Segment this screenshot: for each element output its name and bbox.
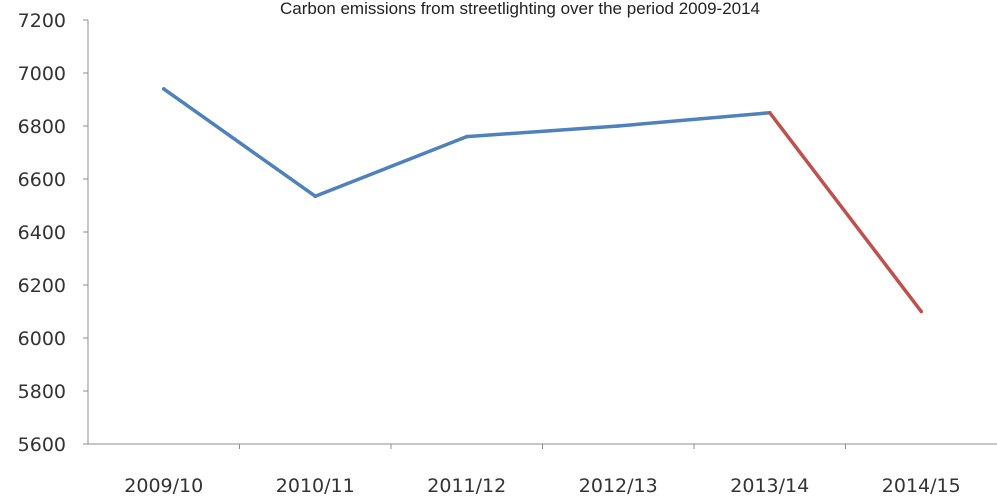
y-tick-label: 5800 bbox=[18, 381, 66, 403]
x-tick-label: 2009/10 bbox=[124, 475, 203, 497]
y-tick-label: 6400 bbox=[18, 222, 66, 244]
x-tick-label: 2014/15 bbox=[882, 475, 961, 497]
data-point bbox=[616, 124, 620, 128]
y-tick-label: 6800 bbox=[18, 116, 66, 138]
series-line-segment bbox=[313, 134, 469, 198]
y-tick-label: 6000 bbox=[18, 328, 66, 350]
data-point bbox=[919, 309, 923, 314]
series-line-segment bbox=[768, 111, 923, 314]
data-point bbox=[313, 194, 317, 198]
chart-title: Carbon emissions from streetlighting ove… bbox=[280, 0, 760, 18]
y-axis-ticks: 5600 5800 6000 6200 6400 6600 6800 7000 7200 bbox=[18, 10, 88, 456]
x-tick-label: 2012/13 bbox=[579, 475, 658, 497]
x-tick-label: 2013/14 bbox=[730, 475, 809, 497]
x-tick-label: 2011/12 bbox=[427, 475, 506, 497]
series-emissions bbox=[162, 87, 923, 314]
series-line-segment bbox=[616, 111, 772, 128]
data-point bbox=[162, 87, 166, 91]
y-tick-label: 7000 bbox=[18, 63, 66, 85]
y-tick-label: 7200 bbox=[18, 10, 66, 32]
x-axis-ticks: 2009/10 2010/11 2011/12 2012/13 2013/14 2014/… bbox=[124, 444, 961, 497]
x-tick-label: 2010/11 bbox=[276, 475, 355, 497]
y-tick-label: 6200 bbox=[18, 275, 66, 297]
series-line-segment bbox=[465, 124, 620, 139]
series-line-segment bbox=[162, 87, 317, 198]
y-tick-label: 6600 bbox=[18, 169, 66, 191]
data-point bbox=[768, 111, 772, 115]
data-point bbox=[465, 134, 469, 139]
y-tick-label: 5600 bbox=[18, 434, 66, 456]
